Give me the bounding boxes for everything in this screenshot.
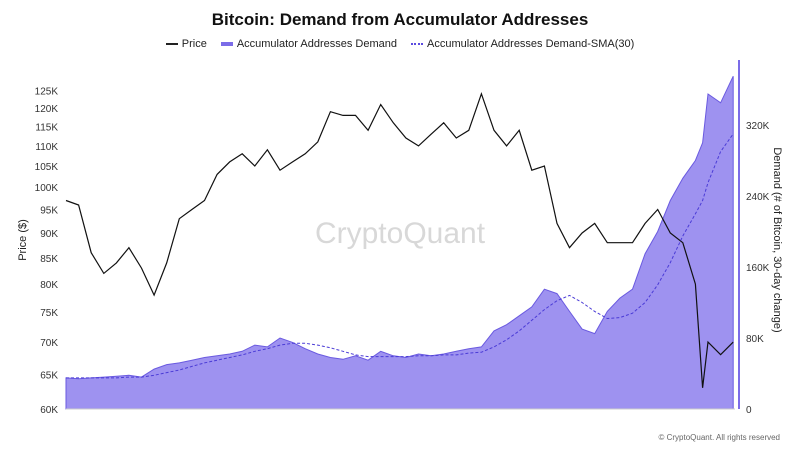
y-left-tick-label: 70K — [40, 338, 58, 349]
y-left-tick-label: 85K — [40, 254, 58, 265]
legend-label-price: Price — [181, 38, 207, 50]
legend: Price Accumulator Addresses Demand Accum… — [0, 38, 800, 50]
series-line-price — [65, 91, 734, 388]
y-right-tick-label: 80K — [746, 334, 764, 345]
series-line-sma — [66, 133, 734, 379]
legend-item-sma[interactable]: Accumulator Addresses Demand-SMA(30) — [411, 38, 634, 50]
y-left-tick-label: 65K — [40, 370, 58, 381]
series-area-demand — [65, 75, 734, 410]
y-right-label: Demand (# of Bitcoin, 30-day change) — [771, 147, 783, 332]
legend-swatch-sma — [411, 43, 423, 45]
y-left-tick-label: 95K — [40, 205, 58, 216]
y-left-tick-label: 110K — [35, 142, 58, 153]
y-right-tick-label: 160K — [746, 263, 770, 274]
legend-label-sma: Accumulator Addresses Demand-SMA(30) — [427, 38, 635, 50]
watermark: CryptoQuant — [315, 217, 486, 250]
y-left-tick-label: 115K — [35, 123, 58, 134]
legend-label-demand: Accumulator Addresses Demand — [236, 38, 397, 50]
legend-item-price[interactable]: Price — [165, 38, 207, 50]
y-right-tick-label: 320K — [746, 121, 770, 132]
y-left-tick-label: 100K — [35, 183, 59, 194]
y-right-tick-label: 0 — [746, 405, 752, 416]
y-left-label: Price ($) — [17, 219, 29, 261]
legend-swatch-price — [165, 43, 178, 45]
copyright: © CryptoQuant. All rights reserved — [658, 433, 781, 442]
chart-title: Bitcoin: Demand from Accumulator Address… — [211, 10, 589, 29]
y-left-tick-label: 125K — [35, 86, 59, 97]
legend-swatch-demand — [220, 42, 233, 46]
y-left-tick-label: 90K — [40, 229, 58, 240]
legend-item-demand[interactable]: Accumulator Addresses Demand — [220, 38, 397, 50]
y-left-tick-label: 120K — [35, 104, 59, 115]
y-left-tick-label: 60K — [40, 405, 58, 416]
y-right-tick-label: 240K — [746, 192, 770, 203]
y-left-tick-label: 75K — [40, 308, 58, 319]
y-left-tick-label: 80K — [40, 280, 58, 291]
y-left-tick-label: 105K — [35, 162, 59, 173]
